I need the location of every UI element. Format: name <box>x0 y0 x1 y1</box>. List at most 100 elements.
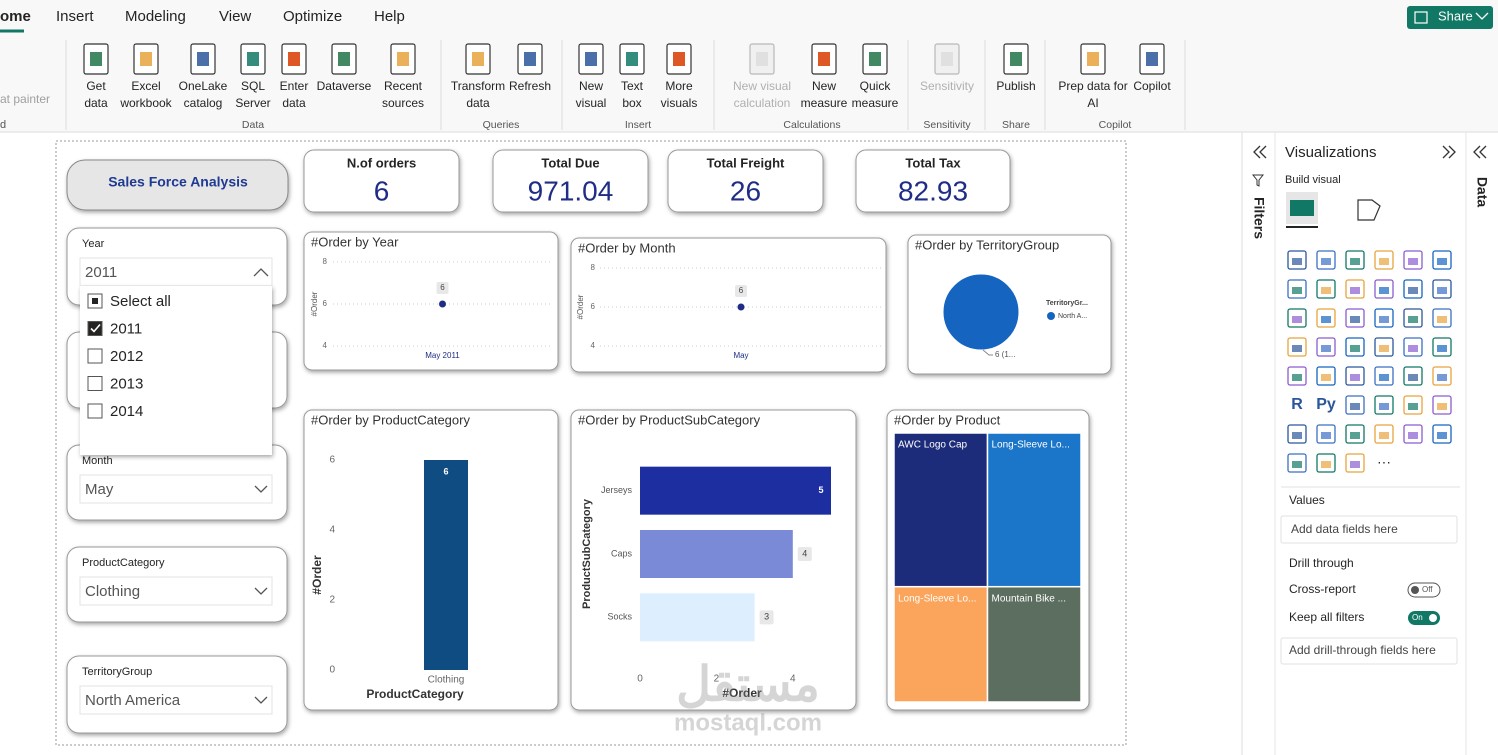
checkbox[interactable] <box>87 403 103 419</box>
ribbon-button-label[interactable]: Sensitivity <box>920 79 974 93</box>
y-axis-title: #Order <box>310 291 319 316</box>
checkbox[interactable] <box>87 348 103 364</box>
ribbon-button-label[interactable]: catalog <box>184 96 223 110</box>
y-tick-label: 6 <box>329 455 335 466</box>
ribbon-tab[interactable]: ome <box>0 8 31 25</box>
share-button[interactable] <box>1407 6 1493 29</box>
slicer-dropdown[interactable] <box>79 474 273 504</box>
slicer-dropdown[interactable] <box>79 257 273 287</box>
y-tick-label: 0 <box>329 665 335 676</box>
legend-title: TerritoryGr... <box>1046 300 1088 307</box>
slicer-dropdown[interactable] <box>79 576 273 606</box>
ribbon-button-label[interactable]: data <box>84 96 108 110</box>
filters-pane-title[interactable]: Filters <box>1251 197 1267 239</box>
y-tick-label: 8 <box>323 257 328 266</box>
slicer-value: North America <box>85 692 181 709</box>
visual-icon-accent <box>1321 374 1331 381</box>
checkbox[interactable] <box>87 321 103 336</box>
ribbon-icon-accent <box>338 52 350 66</box>
toggle-label: On <box>1412 613 1423 622</box>
ribbon-button-label[interactable]: Get <box>86 79 106 93</box>
ribbon-tab[interactable]: Insert <box>56 8 94 25</box>
visual-icon-accent <box>1408 287 1418 294</box>
ribbon-button-label[interactable]: Text <box>621 79 644 93</box>
more-visuals[interactable]: ··· <box>1377 454 1391 470</box>
ribbon-button-label[interactable]: measure <box>852 96 899 110</box>
visual-icon-accent <box>1437 403 1447 410</box>
visual-icon-accent <box>1292 461 1302 468</box>
ribbon-tab[interactable]: Modeling <box>125 8 186 25</box>
ribbon-button-label[interactable]: Prep data for <box>1058 79 1127 93</box>
ribbon-button-label[interactable]: calculation <box>734 96 791 110</box>
visual-icon-accent <box>1350 316 1360 323</box>
ribbon-button-label[interactable]: Publish <box>996 79 1035 93</box>
ribbon-button-label[interactable]: More <box>665 79 693 93</box>
checkbox[interactable] <box>87 376 103 391</box>
section-label: Build visual <box>1285 174 1341 186</box>
data-pane-title[interactable]: Data <box>1474 177 1490 208</box>
group-label: Calculations <box>783 119 840 131</box>
ribbon-button-label[interactable]: Excel <box>131 79 160 93</box>
dropdown-option[interactable]: Select all <box>110 293 171 310</box>
tile-label: Long-Sleeve Lo... <box>898 593 976 604</box>
ribbon-button-label[interactable]: box <box>622 96 641 110</box>
visual-icon-label[interactable]: R <box>1291 396 1303 413</box>
chart-title: #Order by ProductCategory <box>311 412 470 427</box>
leader-line <box>982 349 993 356</box>
visual-icon-accent <box>1379 403 1389 410</box>
ribbon-button-label[interactable]: workbook <box>119 96 172 110</box>
visual-icon-accent <box>1379 316 1389 323</box>
y-axis-title: #Order <box>576 294 585 319</box>
x-tick-label: May <box>733 351 748 360</box>
toggle-knob <box>1411 586 1419 594</box>
ribbon-button-label[interactable]: Enter <box>280 79 309 93</box>
ribbon-tab[interactable]: View <box>219 8 251 25</box>
ribbon-button-label[interactable]: Transform <box>451 79 505 93</box>
dropdown-option[interactable]: 2011 <box>110 320 142 337</box>
ribbon-button-label[interactable]: OneLake <box>179 79 228 93</box>
ribbon-tab[interactable]: Optimize <box>283 8 342 25</box>
ribbon-button-label[interactable]: visual <box>576 96 607 110</box>
slicer-dropdown[interactable] <box>79 685 273 715</box>
drop-well[interactable] <box>1280 515 1458 544</box>
ribbon-icon-accent <box>247 52 259 66</box>
ribbon-button-label[interactable]: Refresh <box>509 79 551 93</box>
ribbon-button-label[interactable]: visuals <box>661 96 698 110</box>
ribbon-button-label[interactable]: measure <box>801 96 848 110</box>
ribbon-button-label[interactable]: Recent <box>384 79 423 93</box>
chevron <box>254 696 268 704</box>
ribbon-icon-accent <box>397 52 409 66</box>
setting-label: Cross-report <box>1289 582 1356 596</box>
ribbon-button-label[interactable]: sources <box>382 96 424 110</box>
treemap-tile <box>986 585 1082 703</box>
dropdown-option[interactable]: 2012 <box>110 348 143 365</box>
visual-icon-label[interactable]: Py <box>1316 396 1336 413</box>
ribbon-button-label[interactable]: Quick <box>860 79 892 93</box>
ribbon-tab[interactable]: Help <box>374 8 405 25</box>
ribbon-button-label[interactable]: Server <box>235 96 270 110</box>
visual-icon-accent <box>1321 258 1331 265</box>
nav-button[interactable] <box>66 159 289 211</box>
nav-button-label[interactable]: Sales Force Analysis <box>108 174 248 190</box>
drop-well[interactable] <box>1280 637 1458 665</box>
visual-icon-accent <box>1408 403 1418 410</box>
ribbon-button-label[interactable]: data <box>466 96 490 110</box>
ribbon-button-label[interactable]: data <box>282 96 306 110</box>
slicer-value: 2011 <box>85 264 117 281</box>
card-value: 26 <box>730 175 761 206</box>
dropdown-option[interactable]: 2013 <box>110 375 143 392</box>
ribbon-button-label[interactable]: SQL <box>241 79 265 93</box>
x-tick-label: 2 <box>714 674 720 685</box>
dropdown-option[interactable]: 2014 <box>110 403 143 420</box>
ribbon-button-label[interactable]: Dataverse <box>317 79 372 93</box>
ribbon-button-label[interactable]: AI <box>1087 96 1098 110</box>
ribbon-button-label[interactable]: New <box>579 79 603 93</box>
ribbon-button-label[interactable]: New visual <box>733 79 791 93</box>
ribbon-icon-accent <box>1146 52 1158 66</box>
pie-slice <box>942 273 1020 351</box>
ribbon-button-label[interactable]: New <box>812 79 836 93</box>
chart-title: #Order by Month <box>578 240 676 255</box>
visual-icon-accent <box>1437 374 1447 381</box>
ribbon-button-label[interactable]: Copilot <box>1133 79 1171 93</box>
